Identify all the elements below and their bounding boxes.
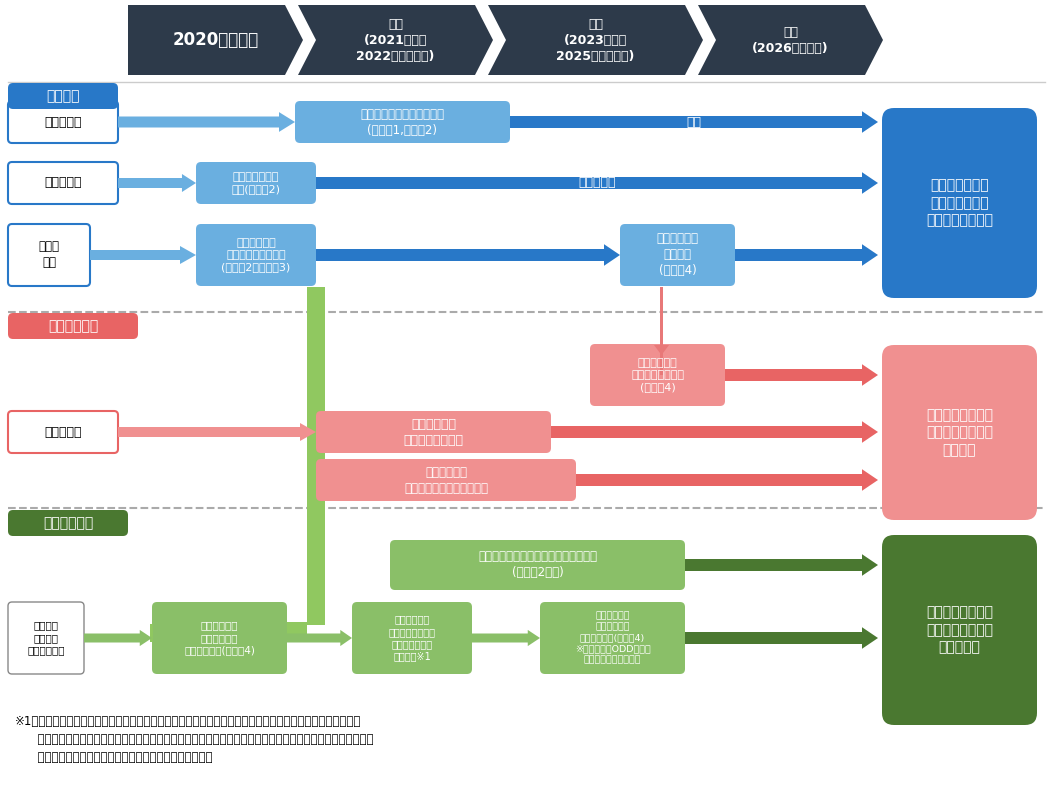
- FancyBboxPatch shape: [196, 162, 316, 204]
- Text: 高速道路での
自動運転トラック
(レベル4): 高速道路での 自動運転トラック (レベル4): [631, 358, 684, 392]
- Polygon shape: [576, 469, 878, 491]
- Text: 高速道路での
隊列走行トラック: 高速道路での 隊列走行トラック: [403, 417, 463, 447]
- Polygon shape: [84, 630, 152, 646]
- Text: 長期
(2026年度以降): 長期 (2026年度以降): [752, 25, 829, 55]
- Bar: [660, 287, 663, 375]
- Polygon shape: [686, 627, 878, 649]
- Text: 物流サービス: 物流サービス: [47, 319, 98, 333]
- Text: 中期
(2023年度～
2025年度頃まで): 中期 (2023年度～ 2025年度頃まで): [556, 17, 635, 63]
- Polygon shape: [150, 617, 153, 649]
- FancyBboxPatch shape: [590, 344, 726, 406]
- Text: 件によって異なるものであり、実現に向けた環境整備については、今後の技術開発等を踏まえて、各省庁に: 件によって異なるものであり、実現に向けた環境整備については、今後の技術開発等を踏…: [15, 733, 374, 746]
- Text: 普及: 普及: [687, 116, 701, 128]
- FancyBboxPatch shape: [8, 162, 118, 204]
- Text: おいて適切な時期や在り方について検討し、実施する。: おいて適切な時期や在り方について検討し、実施する。: [15, 751, 213, 764]
- FancyBboxPatch shape: [8, 313, 138, 339]
- FancyBboxPatch shape: [882, 108, 1037, 298]
- Text: 公道実証
・遠隔地
・過疎地域等: 公道実証 ・遠隔地 ・過疎地域等: [27, 621, 64, 656]
- Text: 高速道路での運転支援・自動運転バス
(レベル2以上): 高速道路での運転支援・自動運転バス (レベル2以上): [478, 550, 597, 580]
- Polygon shape: [551, 421, 878, 443]
- FancyBboxPatch shape: [316, 411, 551, 453]
- FancyBboxPatch shape: [882, 345, 1037, 520]
- FancyBboxPatch shape: [8, 224, 90, 286]
- FancyBboxPatch shape: [295, 101, 510, 143]
- FancyBboxPatch shape: [8, 510, 128, 536]
- Text: 限定地域での
無人自動運転
移動サービス(レベル4): 限定地域での 無人自動運転 移動サービス(レベル4): [184, 621, 255, 656]
- Polygon shape: [488, 5, 703, 75]
- FancyBboxPatch shape: [540, 602, 686, 674]
- FancyBboxPatch shape: [152, 602, 287, 674]
- Polygon shape: [118, 174, 196, 192]
- Text: 全国各地域で高齢
者等が自由に移動
できる社会: 全国各地域で高齢 者等が自由に移動 できる社会: [926, 606, 993, 654]
- Text: 限定地域での
無人自動運転配送サービス: 限定地域での 無人自動運転配送サービス: [404, 466, 488, 494]
- Polygon shape: [118, 423, 316, 441]
- Polygon shape: [686, 554, 878, 576]
- Text: 一般道での運転
支援(レベル2): 一般道での運転 支援(レベル2): [232, 172, 280, 194]
- Text: 運転支援システムの高度化
(レベル1,レベル2): 運転支援システムの高度化 (レベル1,レベル2): [360, 108, 444, 136]
- FancyBboxPatch shape: [8, 411, 118, 453]
- Polygon shape: [90, 246, 196, 264]
- FancyBboxPatch shape: [390, 540, 686, 590]
- Text: 交通事故の削減
交通渋滞の緩和
産業競争力の向上: 交通事故の削減 交通渋滞の緩和 産業競争力の向上: [926, 179, 993, 227]
- FancyBboxPatch shape: [196, 224, 316, 286]
- FancyBboxPatch shape: [882, 535, 1037, 725]
- Text: 2020年度まで: 2020年度まで: [173, 31, 259, 49]
- Polygon shape: [654, 345, 669, 355]
- Text: 人口減少時代に対
応した物流の革新
的効率化: 人口減少時代に対 応した物流の革新 的効率化: [926, 408, 993, 457]
- FancyBboxPatch shape: [620, 224, 735, 286]
- Text: 高速道路での
運転支援・自動運転
(レベル2、レベル3): 高速道路での 運転支援・自動運転 (レベル2、レベル3): [221, 238, 291, 272]
- Text: 開発・実証: 開発・実証: [44, 116, 82, 128]
- Polygon shape: [510, 111, 878, 133]
- Polygon shape: [735, 244, 878, 266]
- Polygon shape: [698, 5, 883, 75]
- FancyBboxPatch shape: [8, 602, 84, 674]
- Text: 移動サービス: 移動サービス: [43, 516, 93, 530]
- Bar: [152, 622, 307, 640]
- FancyBboxPatch shape: [8, 101, 118, 143]
- Polygon shape: [316, 172, 878, 194]
- Text: 大規模
実証: 大規模 実証: [39, 241, 60, 269]
- Text: 限定地域での
遠隔監視のみの無
人自動運転移動
サービス※1: 限定地域での 遠隔監視のみの無 人自動運転移動 サービス※1: [389, 615, 436, 661]
- Polygon shape: [316, 244, 620, 266]
- Text: 開発・実証: 開発・実証: [44, 177, 82, 189]
- Text: ※1：無人自動運転移動サービスの実現時期は、実際の走行環境における天候や交通量の多寡など　様々な条: ※1：無人自動運転移動サービスの実現時期は、実際の走行環境における天候や交通量の…: [15, 715, 361, 728]
- Text: 自家用車: 自家用車: [46, 89, 80, 103]
- Text: 高速道路での
自動運転
(レベル4): 高速道路での 自動運転 (レベル4): [656, 233, 698, 277]
- Bar: [307, 287, 325, 625]
- FancyBboxPatch shape: [316, 459, 576, 501]
- Polygon shape: [128, 5, 303, 75]
- Text: 限定地域での
無人自動運転
移動サービス(レベル4)
※対象地域・ODD、サー
ビス内容・範囲の拡大: 限定地域での 無人自動運転 移動サービス(レベル4) ※対象地域・ODD、サー …: [575, 611, 651, 664]
- FancyBboxPatch shape: [352, 602, 472, 674]
- Text: 普及・拡大: 普及・拡大: [578, 177, 616, 189]
- Polygon shape: [726, 364, 878, 386]
- Text: 短期
(2021年度～
2022年度頃まで): 短期 (2021年度～ 2022年度頃まで): [356, 17, 435, 63]
- Polygon shape: [472, 630, 540, 646]
- FancyBboxPatch shape: [8, 83, 118, 109]
- Text: 開発・実証: 開発・実証: [44, 425, 82, 439]
- Polygon shape: [298, 5, 493, 75]
- Polygon shape: [287, 630, 352, 646]
- Polygon shape: [118, 112, 295, 132]
